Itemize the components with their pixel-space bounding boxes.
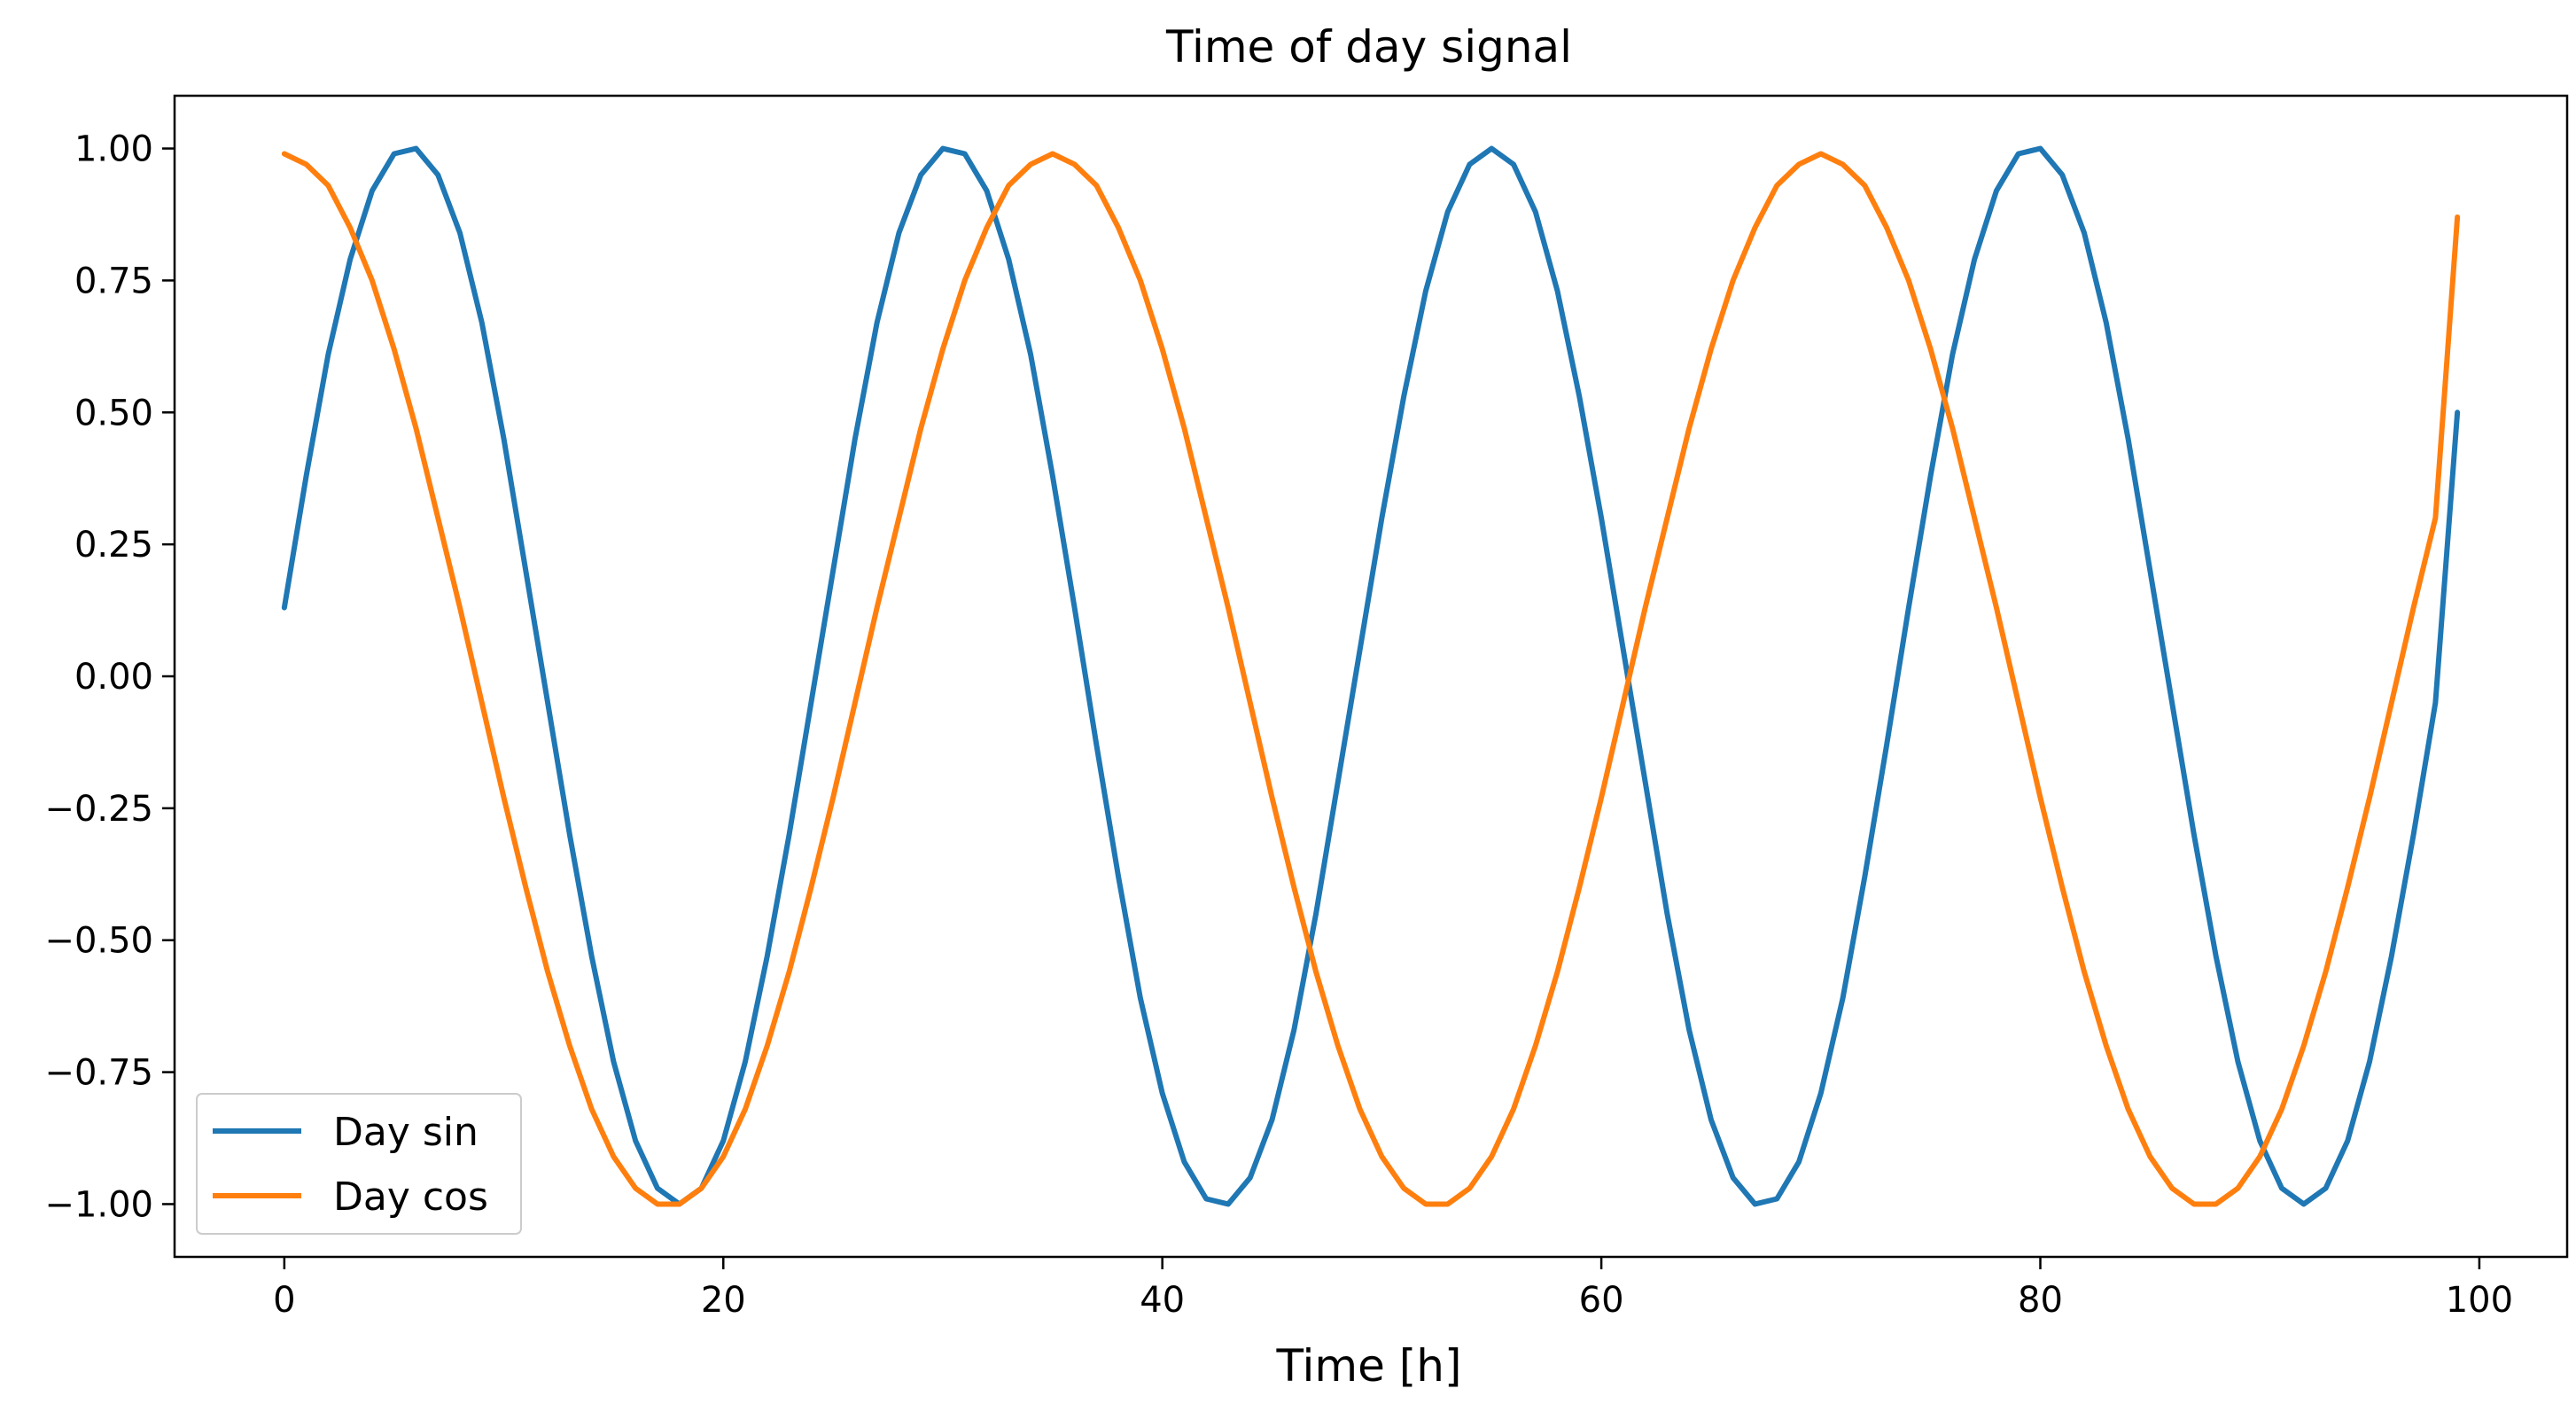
x-tick-label: 20 (701, 1280, 746, 1321)
x-tick-label: 40 (1140, 1280, 1185, 1321)
y-tick-label: −0.50 (44, 921, 153, 962)
plot-area (281, 145, 2461, 1207)
y-tick-label: 0.50 (74, 393, 153, 433)
y-tick-label: 0.25 (74, 525, 153, 566)
y-tick-label: −1.00 (44, 1184, 153, 1225)
x-tick-label: 100 (2446, 1280, 2513, 1321)
y-tick-label: 1.00 (74, 129, 153, 170)
legend-label-2: Day cos (333, 1174, 488, 1220)
x-axis: 0 20 40 60 80 100 (273, 1257, 2513, 1321)
x-tick-label: 80 (2018, 1280, 2063, 1321)
y-tick-label: −0.75 (44, 1053, 153, 1094)
legend: Day sin Day cos (196, 1093, 522, 1235)
y-tick-label: 0.00 (74, 657, 153, 698)
chart-title: Time of day signal (1165, 21, 1572, 73)
x-tick-label: 60 (1579, 1280, 1624, 1321)
series-line-2 (281, 151, 2461, 1207)
x-tick-label: 0 (273, 1280, 295, 1321)
y-axis: 1.00 0.75 0.50 0.25 0.00 −0.25 −0.50 −0.75 −1.00 (44, 129, 175, 1225)
legend-label-1: Day sin (333, 1110, 479, 1155)
y-tick-label: −0.25 (44, 789, 153, 830)
series-line-1 (281, 145, 2461, 1207)
x-axis-label: Time [h] (1276, 1340, 1462, 1392)
y-tick-label: 0.75 (74, 261, 153, 301)
